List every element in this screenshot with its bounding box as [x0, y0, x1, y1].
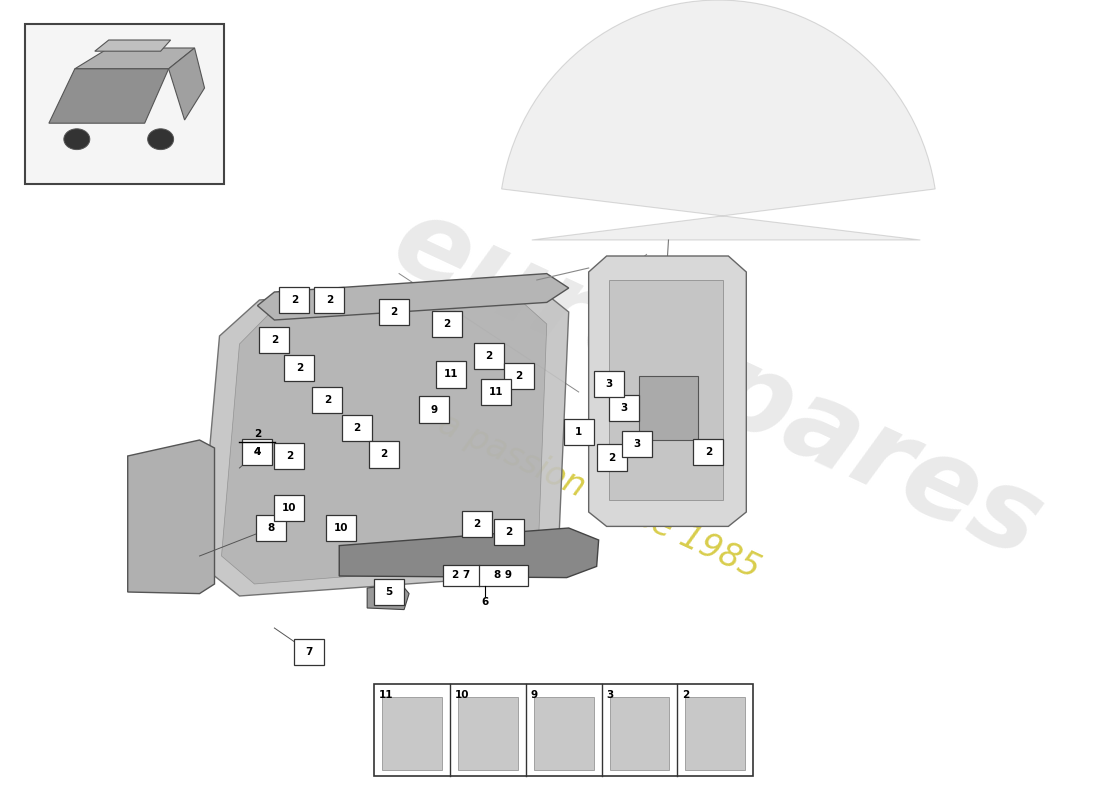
Bar — [563, 418, 594, 445]
Bar — [382, 697, 442, 770]
Polygon shape — [588, 256, 746, 526]
Text: 5: 5 — [385, 587, 393, 597]
Text: eurospares: eurospares — [377, 187, 1059, 581]
Text: 2: 2 — [682, 690, 690, 701]
Text: 2: 2 — [271, 335, 278, 345]
Bar — [295, 638, 324, 666]
Bar — [242, 438, 273, 465]
Text: 9: 9 — [531, 690, 538, 701]
Text: 2: 2 — [485, 351, 493, 361]
Bar — [256, 515, 286, 541]
Text: 11: 11 — [379, 690, 394, 701]
Text: 4: 4 — [254, 447, 261, 457]
Bar — [370, 442, 399, 467]
Polygon shape — [48, 69, 168, 123]
Bar — [594, 370, 624, 397]
Text: a passion since 1985: a passion since 1985 — [432, 407, 764, 585]
Text: 3: 3 — [605, 379, 613, 389]
Bar — [608, 395, 639, 421]
Bar — [274, 443, 305, 469]
Bar — [342, 414, 372, 442]
Text: 2: 2 — [296, 363, 303, 373]
Polygon shape — [221, 294, 547, 584]
Bar — [609, 697, 670, 770]
Text: 11: 11 — [443, 370, 459, 379]
Bar — [374, 684, 754, 776]
Bar — [315, 286, 344, 313]
Text: 2: 2 — [473, 519, 481, 529]
Text: 2: 2 — [326, 295, 333, 305]
Polygon shape — [502, 0, 935, 240]
Bar — [260, 326, 289, 354]
Polygon shape — [608, 280, 724, 500]
Polygon shape — [95, 40, 170, 51]
Text: 2: 2 — [290, 295, 298, 305]
Bar — [534, 697, 594, 770]
Polygon shape — [128, 440, 214, 594]
Polygon shape — [75, 48, 195, 69]
Text: 3: 3 — [620, 403, 627, 413]
Bar — [462, 511, 492, 538]
Bar — [379, 298, 409, 325]
Bar — [25, 24, 224, 184]
Text: 2 7: 2 7 — [452, 570, 470, 580]
Circle shape — [147, 129, 174, 150]
Text: 2: 2 — [353, 423, 361, 433]
Text: 2: 2 — [705, 447, 712, 457]
Text: 2: 2 — [608, 453, 615, 462]
Text: 6: 6 — [482, 597, 490, 606]
Bar — [504, 362, 534, 389]
Bar — [436, 361, 466, 387]
Bar — [621, 430, 651, 457]
Text: 10: 10 — [334, 523, 349, 533]
Bar — [596, 444, 627, 470]
Text: 8: 8 — [267, 523, 275, 533]
Text: 11: 11 — [488, 387, 503, 397]
Text: 10: 10 — [455, 690, 470, 701]
Bar — [481, 379, 510, 405]
Text: 2: 2 — [443, 319, 451, 329]
Bar — [419, 397, 449, 422]
Polygon shape — [339, 528, 598, 578]
Text: 1: 1 — [575, 427, 582, 437]
Polygon shape — [367, 584, 409, 610]
Text: 3: 3 — [632, 439, 640, 449]
Bar — [432, 310, 462, 338]
Bar — [443, 565, 528, 586]
Circle shape — [64, 129, 90, 150]
Text: 2: 2 — [515, 371, 522, 381]
Polygon shape — [168, 48, 205, 120]
Bar — [494, 518, 524, 546]
Polygon shape — [199, 280, 569, 596]
Polygon shape — [639, 376, 698, 440]
Bar — [474, 342, 504, 369]
Bar — [693, 438, 724, 465]
Text: 10: 10 — [282, 503, 297, 513]
Text: 2: 2 — [381, 450, 388, 459]
Bar — [458, 697, 518, 770]
Text: 8 9: 8 9 — [494, 570, 513, 580]
Text: 9: 9 — [430, 405, 438, 414]
Bar — [312, 387, 342, 413]
Text: 7: 7 — [306, 647, 313, 657]
Bar — [685, 697, 746, 770]
Bar — [327, 515, 356, 541]
Text: 2: 2 — [323, 395, 331, 405]
Bar — [274, 494, 305, 522]
Bar — [279, 286, 309, 313]
Text: 2: 2 — [505, 527, 513, 537]
Text: 2: 2 — [390, 307, 398, 317]
Text: 3: 3 — [606, 690, 614, 701]
Polygon shape — [257, 274, 569, 320]
Bar — [374, 579, 404, 605]
Text: 2: 2 — [286, 451, 293, 461]
Bar — [285, 354, 315, 381]
Text: 2: 2 — [254, 430, 261, 439]
Text: 4: 4 — [254, 447, 261, 457]
